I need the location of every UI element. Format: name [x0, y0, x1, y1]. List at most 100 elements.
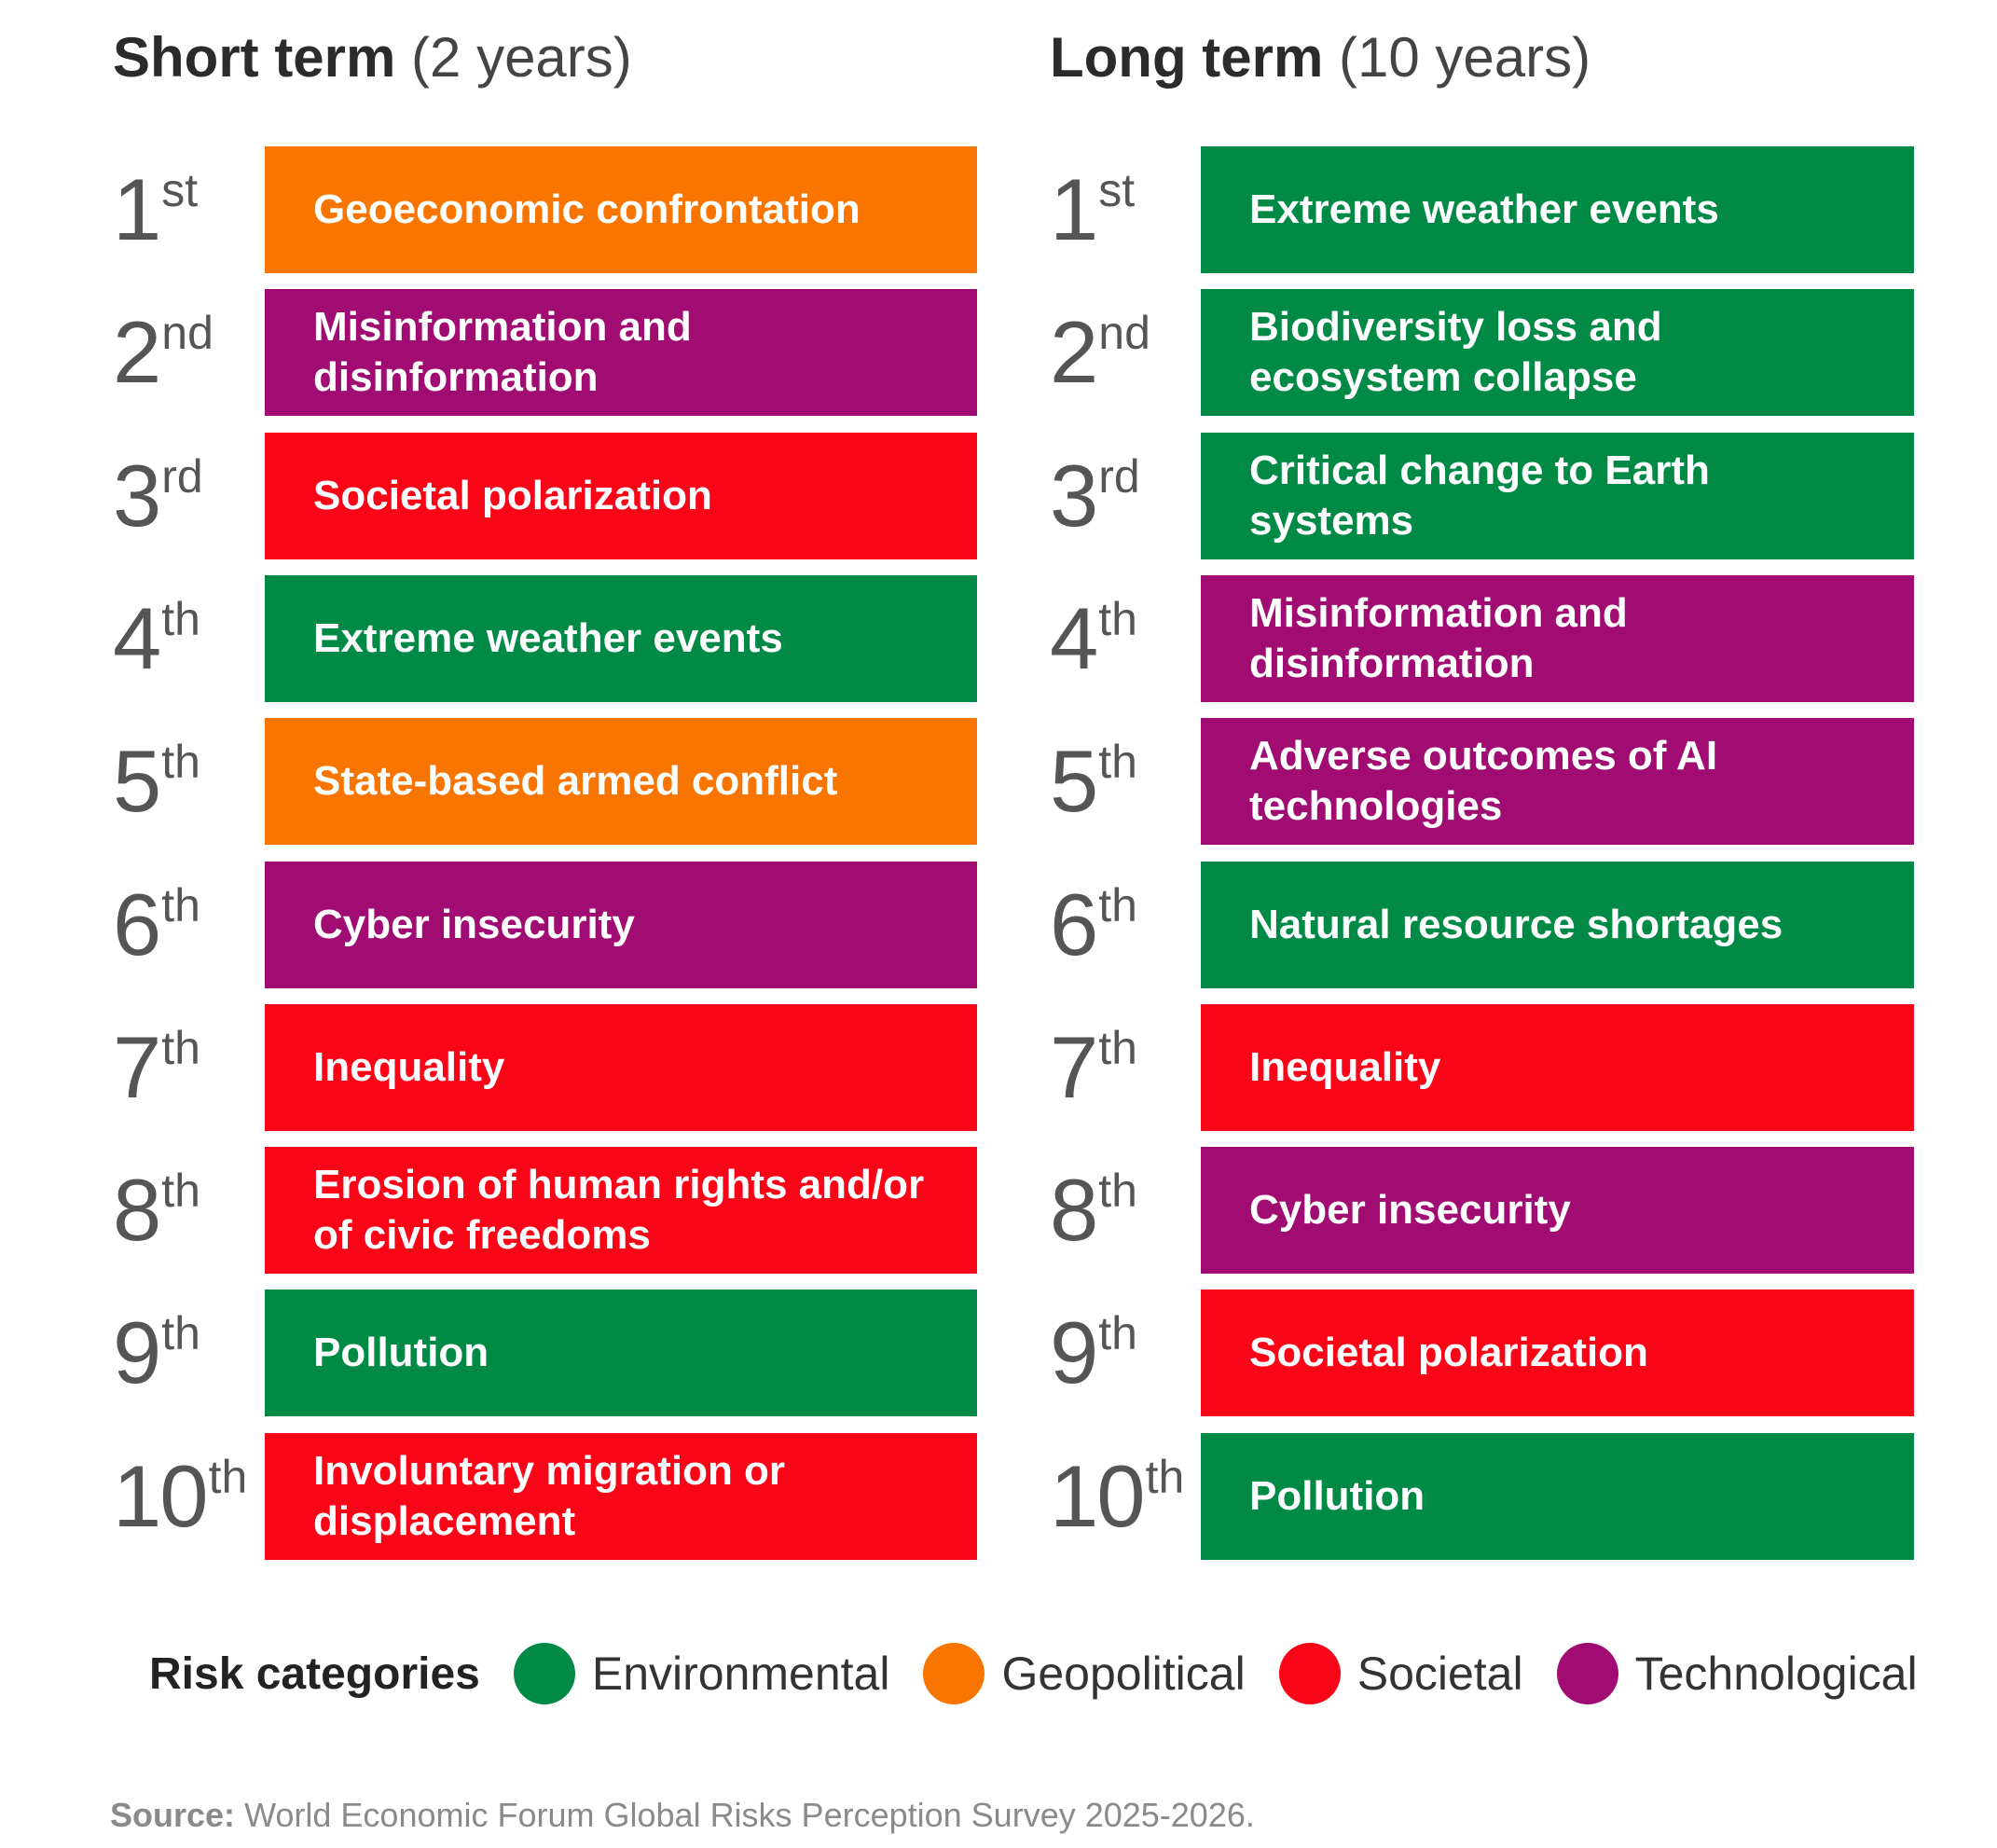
- rank-number: 6: [113, 876, 161, 973]
- rank-suffix: th: [161, 593, 200, 645]
- short-rank-5: 5th: [113, 718, 200, 845]
- short-risk-10: Involuntary migration or displacement: [265, 1433, 977, 1560]
- rank-suffix: th: [161, 1307, 200, 1359]
- long-risk-3: Critical change to Earth systems: [1201, 433, 1914, 559]
- rank-suffix: th: [1098, 879, 1137, 931]
- long-rank-9: 9th: [1050, 1289, 1137, 1416]
- legend-item-societal: Societal: [1278, 1643, 1523, 1704]
- rank-suffix: rd: [1098, 450, 1140, 503]
- legend-title: Risk categories: [149, 1648, 480, 1699]
- rank-number: 1: [1050, 160, 1098, 258]
- short-risk-6: Cyber insecurity: [265, 862, 977, 988]
- legend-swatch: [1278, 1643, 1341, 1704]
- rank-number: 3: [113, 447, 161, 545]
- rank-suffix: th: [161, 736, 200, 788]
- short-term-title: Short term (2 years): [113, 21, 632, 95]
- long-risk-10: Pollution: [1201, 1433, 1914, 1560]
- short-rank-1: 1st: [113, 146, 198, 273]
- short-rank-9: 9th: [113, 1289, 200, 1416]
- legend-label: Geopolitical: [1001, 1648, 1246, 1700]
- risk-label: Inequality: [313, 1044, 505, 1090]
- risk-label: Extreme weather events: [1249, 186, 1719, 232]
- risk-label: Natural resource shortages: [1249, 902, 1784, 947]
- short-risk-7: Inequality: [265, 1004, 977, 1131]
- long-term-title-period: (10 years): [1339, 26, 1591, 89]
- long-risk-4: Misinformation and disinformation: [1201, 575, 1914, 702]
- rank-number: 10: [1050, 1447, 1146, 1545]
- risk-label: Extreme weather events: [313, 615, 783, 661]
- long-rank-2: 2nd: [1050, 289, 1150, 416]
- rank-number: 9: [1050, 1303, 1098, 1401]
- risk-label: Geoeconomic confrontation: [313, 186, 861, 232]
- rank-suffix: th: [1098, 736, 1137, 788]
- rank-number: 4: [113, 589, 161, 687]
- risk-label: State-based armed conflict: [313, 758, 838, 804]
- rank-number: 10: [113, 1447, 209, 1545]
- source-text: World Economic Forum Global Risks Percep…: [244, 1796, 1255, 1834]
- long-rank-7: 7th: [1050, 1004, 1137, 1131]
- rank-number: 9: [113, 1303, 161, 1401]
- rank-number: 6: [1050, 876, 1098, 973]
- rank-number: 7: [1050, 1018, 1098, 1116]
- short-risk-8: Erosion of human rights and/or of civic …: [265, 1147, 977, 1274]
- legend: Risk categories Environmental Geopolitica…: [149, 1636, 1951, 1711]
- risk-label: Cyber insecurity: [313, 902, 635, 947]
- risk-label: Inequality: [1249, 1044, 1441, 1090]
- long-rank-8: 8th: [1050, 1147, 1137, 1274]
- risk-label: Adverse outcomes of AI technologies: [1249, 733, 1718, 829]
- rank-number: 8: [113, 1161, 161, 1259]
- risk-label: Misinformation and disinformation: [313, 304, 692, 400]
- short-rank-4: 4th: [113, 575, 200, 702]
- long-risk-9: Societal polarization: [1201, 1289, 1914, 1416]
- long-rank-6: 6th: [1050, 862, 1137, 988]
- rank-suffix: st: [1098, 164, 1136, 216]
- short-rank-10: 10th: [113, 1433, 247, 1560]
- risk-label: Pollution: [1249, 1473, 1425, 1519]
- legend-label: Environmental: [591, 1648, 890, 1700]
- source-label: Source:: [110, 1796, 236, 1834]
- rank-suffix: th: [1145, 1451, 1185, 1503]
- long-risk-7: Inequality: [1201, 1004, 1914, 1131]
- legend-item-environmental: Environmental: [513, 1643, 890, 1704]
- rank-suffix: th: [208, 1451, 248, 1503]
- rank-suffix: th: [1098, 1022, 1137, 1074]
- rank-number: 2: [113, 303, 161, 401]
- short-risk-3: Societal polarization: [265, 433, 977, 559]
- rank-suffix: nd: [161, 307, 213, 359]
- short-risk-4: Extreme weather events: [265, 575, 977, 702]
- short-rank-3: 3rd: [113, 433, 203, 559]
- legend-swatch: [513, 1643, 575, 1704]
- rank-suffix: th: [1098, 593, 1137, 645]
- rank-suffix: th: [1098, 1165, 1137, 1217]
- risk-label: Pollution: [313, 1330, 489, 1375]
- long-term-title: Long term (10 years): [1050, 21, 1591, 95]
- risk-label: Biodiversity loss and ecosystem collapse: [1249, 304, 1662, 400]
- rank-number: 3: [1050, 447, 1098, 545]
- legend-swatch: [923, 1643, 985, 1704]
- long-term-title-strong: Long term: [1050, 26, 1324, 89]
- short-risk-9: Pollution: [265, 1289, 977, 1416]
- risk-label: Erosion of human rights and/or of civic …: [313, 1162, 925, 1258]
- rank-suffix: th: [161, 1022, 200, 1074]
- legend-label: Societal: [1357, 1648, 1523, 1700]
- long-risk-1: Extreme weather events: [1201, 146, 1914, 273]
- rank-suffix: th: [161, 1165, 200, 1217]
- short-rank-2: 2nd: [113, 289, 213, 416]
- rank-suffix: nd: [1098, 307, 1150, 359]
- rank-suffix: th: [1098, 1307, 1137, 1359]
- source-note: Source: World Economic Forum Global Risk…: [110, 1792, 1255, 1839]
- legend-item-geopolitical: Geopolitical: [923, 1643, 1246, 1704]
- short-risk-1: Geoeconomic confrontation: [265, 146, 977, 273]
- rank-number: 2: [1050, 303, 1098, 401]
- short-rank-7: 7th: [113, 1004, 200, 1131]
- risk-label: Societal polarization: [313, 473, 712, 518]
- long-rank-10: 10th: [1050, 1433, 1184, 1560]
- legend-item-technological: Technological: [1556, 1643, 1918, 1704]
- rank-suffix: st: [161, 164, 199, 216]
- short-rank-8: 8th: [113, 1147, 200, 1274]
- short-risk-5: State-based armed conflict: [265, 718, 977, 845]
- long-rank-1: 1st: [1050, 146, 1135, 273]
- short-risk-2: Misinformation and disinformation: [265, 289, 977, 416]
- risk-label: Involuntary migration or displacement: [313, 1448, 786, 1544]
- long-risk-2: Biodiversity loss and ecosystem collapse: [1201, 289, 1914, 416]
